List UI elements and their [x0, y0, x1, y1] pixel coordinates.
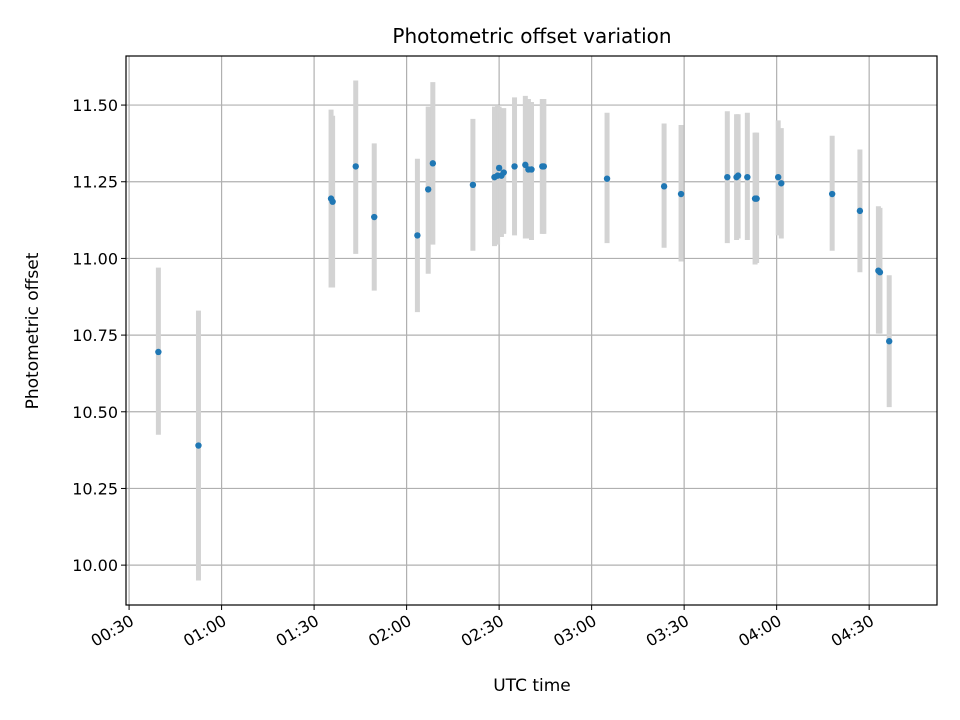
data-point: [886, 338, 893, 345]
data-point: [414, 232, 421, 239]
data-point: [522, 161, 529, 169]
data-point: [500, 169, 507, 176]
data-point: [603, 175, 611, 182]
y-tick-label: 11.00: [72, 249, 118, 268]
data-point: [329, 198, 336, 205]
data-point: [734, 172, 742, 179]
data-point: [677, 190, 685, 198]
data-point: [495, 164, 503, 172]
data-point: [660, 183, 668, 190]
plot-frame: [125, 55, 938, 606]
data-point: [155, 348, 162, 356]
data-point: [828, 190, 836, 198]
y-tick-label: 11.25: [72, 173, 118, 192]
y-tick-label: 10.00: [72, 556, 118, 575]
x-axis-title: UTC time: [493, 676, 571, 696]
data-point: [511, 163, 518, 170]
y-tick-label: 10.25: [72, 479, 118, 498]
y-tick-label: 10.75: [72, 326, 118, 345]
grid-layer: [126, 56, 937, 605]
data-point: [424, 186, 432, 193]
y-axis-title: Photometric offset: [23, 252, 43, 409]
data-point: [352, 163, 359, 170]
data-point: [195, 442, 202, 449]
data-point: [744, 173, 751, 181]
y-tick-label: 10.50: [72, 403, 118, 422]
chart-title: Photometric offset variation: [392, 24, 671, 48]
y-tick-label: 11.50: [72, 96, 118, 115]
data-point: [540, 163, 548, 170]
data-point: [724, 173, 731, 181]
data-point: [876, 269, 884, 276]
data-point: [528, 166, 535, 173]
data-point: [371, 213, 378, 221]
data-point: [429, 160, 437, 167]
data-point: [856, 207, 864, 215]
data-point: [778, 180, 785, 187]
y-axis: 10.00 10.25 10.50 10.75 11.00 11.25 11.50: [72, 96, 126, 575]
data-point: [469, 181, 477, 189]
data-point: [753, 195, 760, 202]
point-layer: [155, 160, 893, 449]
data-point: [774, 173, 782, 181]
